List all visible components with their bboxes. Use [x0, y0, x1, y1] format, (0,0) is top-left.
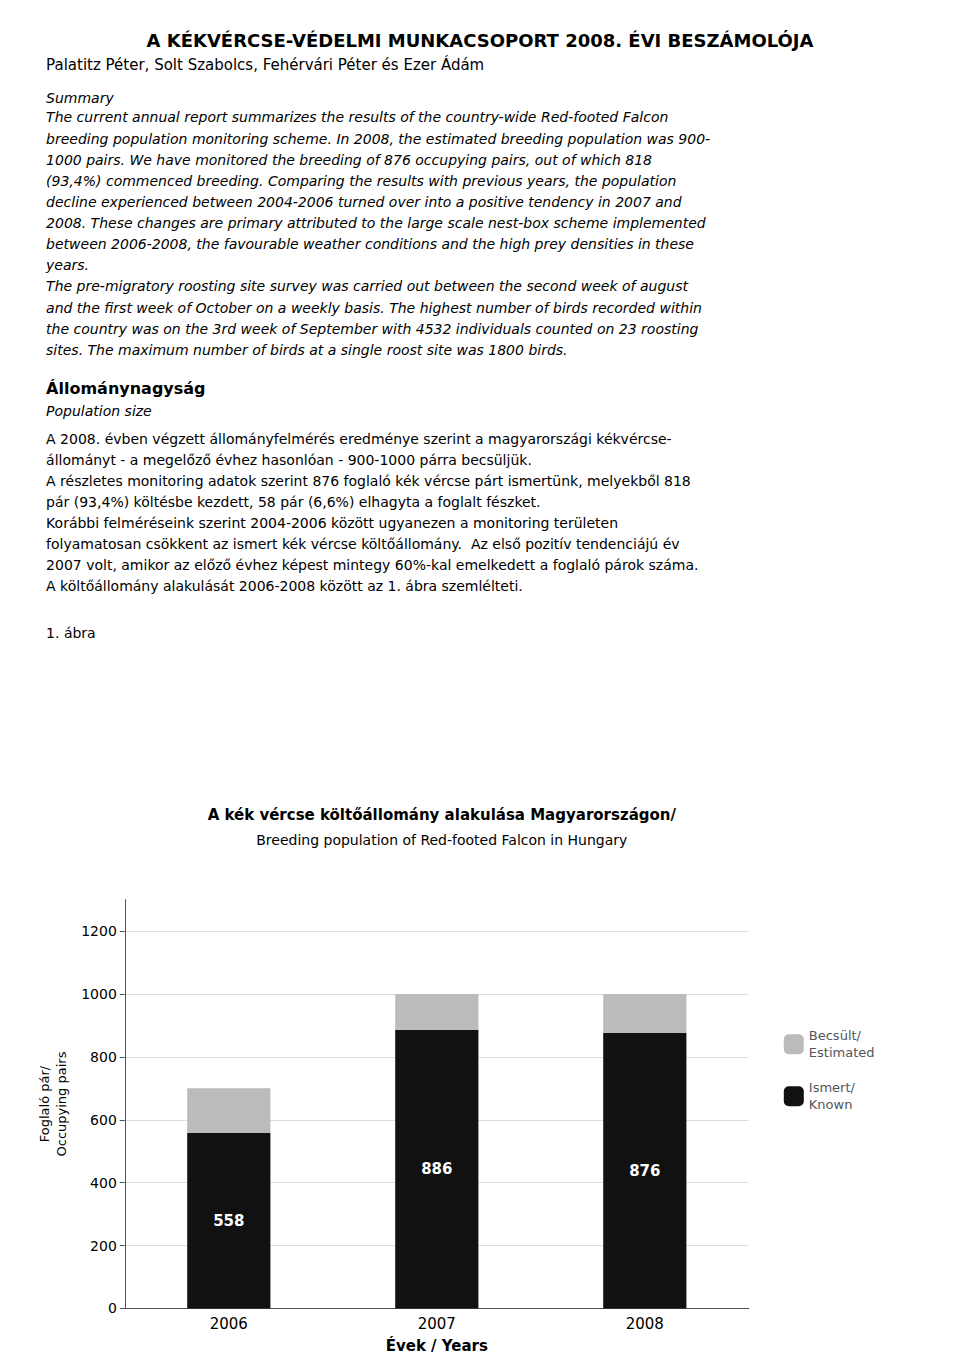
svg-text:2008: 2008 — [626, 1315, 664, 1333]
svg-text:Állománynagyság: Állománynagyság — [46, 379, 205, 398]
svg-text:Ismert/: Ismert/ — [809, 1080, 856, 1095]
svg-text:2007 volt, amikor az előző évh: 2007 volt, amikor az előző évhez képest … — [46, 557, 698, 573]
svg-text:558: 558 — [213, 1212, 244, 1230]
svg-text:Korábbi felméréseink szerint 2: Korábbi felméréseink szerint 2004-2006 k… — [46, 515, 618, 531]
svg-text:Occupying pairs: Occupying pairs — [54, 1051, 69, 1156]
svg-text:A kék vércse költőállomány ala: A kék vércse költőállomány alakulása Mag… — [208, 806, 677, 824]
svg-text:the country was on the 3rd wee: the country was on the 3rd week of Septe… — [46, 321, 698, 337]
svg-text:Palatitz Péter, Solt Szabolcs,: Palatitz Péter, Solt Szabolcs, Fehérvári… — [46, 55, 484, 74]
svg-text:pár (93,4%) költésbe kezdett,: pár (93,4%) költésbe kezdett, 58 pár (6,… — [46, 494, 540, 510]
svg-text:2008. These changes are primar: 2008. These changes are primary attribut… — [46, 215, 706, 231]
svg-text:2007: 2007 — [418, 1315, 456, 1333]
svg-text:1. ábra: 1. ábra — [46, 625, 96, 641]
svg-text:sites. The maximum number of b: sites. The maximum number of birds at a … — [46, 342, 567, 358]
svg-text:The pre-migratory roosting sit: The pre-migratory roosting site survey w… — [46, 278, 688, 294]
svg-text:Foglaló pár/: Foglaló pár/ — [37, 1065, 52, 1142]
svg-text:between 2006-2008, the favoura: between 2006-2008, the favourable weathe… — [46, 236, 694, 252]
svg-text:2006: 2006 — [210, 1315, 248, 1333]
svg-text:A KÉKVÉRCSE-VÉDELMI MUNKACSOPO: A KÉKVÉRCSE-VÉDELMI MUNKACSOPORT 2008. É… — [147, 30, 814, 51]
svg-text:years.: years. — [45, 257, 89, 273]
svg-text:decline experienced between 20: decline experienced between 2004-2006 tu… — [46, 194, 682, 210]
svg-text:600: 600 — [90, 1112, 117, 1128]
svg-text:1000 pairs. We have monitored: 1000 pairs. We have monitored the breedi… — [46, 152, 652, 168]
svg-text:breeding population monitoring: breeding population monitoring scheme. I… — [46, 131, 710, 147]
svg-text:200: 200 — [90, 1238, 117, 1254]
svg-text:folyamatosan csökkent az ismer: folyamatosan csökkent az ismert kék vérc… — [46, 536, 680, 552]
svg-text:1200: 1200 — [81, 923, 117, 939]
svg-text:állományt - a megelőző évhez h: állományt - a megelőző évhez hasonlóan -… — [46, 452, 532, 468]
svg-text:(93,4%) commenced breeding. Co: (93,4%) commenced breeding. Comparing th… — [46, 173, 676, 189]
svg-text:876: 876 — [629, 1162, 660, 1180]
svg-text:1000: 1000 — [81, 986, 117, 1002]
svg-text:A 2008. évben végzett állomány: A 2008. évben végzett állományfelmérés e… — [46, 431, 672, 447]
svg-text:Breeding population of Red-foo: Breeding population of Red-footed Falcon… — [256, 832, 627, 848]
svg-text:Becsült/: Becsült/ — [809, 1028, 862, 1043]
svg-text:and the first week of October: and the first week of October on a weekl… — [46, 300, 702, 316]
svg-text:A költőállomány alakulását 200: A költőállomány alakulását 2006-2008 köz… — [46, 578, 523, 594]
svg-text:Estimated: Estimated — [809, 1045, 875, 1060]
svg-text:A részletes monitoring adatok: A részletes monitoring adatok szerint 87… — [46, 473, 691, 489]
svg-text:0: 0 — [108, 1300, 117, 1316]
svg-text:Évek / Years: Évek / Years — [386, 1336, 488, 1355]
svg-text:Known: Known — [809, 1097, 853, 1112]
svg-text:The current annual report summ: The current annual report summarizes the… — [46, 109, 668, 125]
svg-text:800: 800 — [90, 1049, 117, 1065]
svg-text:400: 400 — [90, 1175, 117, 1191]
svg-text:Summary: Summary — [46, 90, 114, 106]
svg-text:Population size: Population size — [46, 403, 152, 419]
svg-text:886: 886 — [421, 1160, 452, 1178]
